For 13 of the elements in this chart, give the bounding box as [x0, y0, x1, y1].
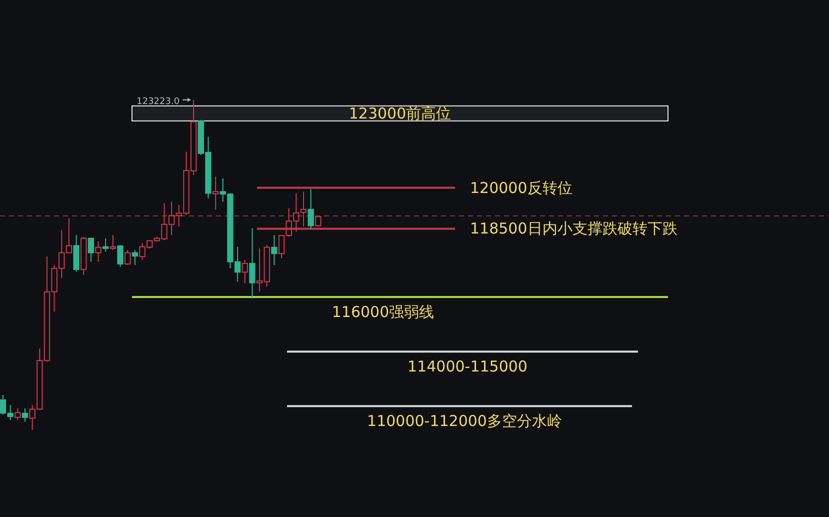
- ref-line-label: 118500日内小支撑跌破转下跌: [470, 220, 678, 238]
- candlestick: [132, 250, 138, 266]
- candlestick: [95, 241, 102, 262]
- candlestick: [271, 234, 278, 266]
- candlestick: [212, 176, 219, 210]
- annotation: 123223.0: [136, 96, 180, 107]
- ref-line-label: 116000强弱线: [332, 302, 434, 321]
- ref-line-label: 120000反转位: [470, 178, 572, 197]
- candlestick: [249, 228, 256, 299]
- band-label: 123000前高位: [348, 104, 452, 122]
- ref-line-label: 114000-115000: [408, 358, 528, 376]
- candlestick: [308, 188, 314, 230]
- ref-line-label: 110000-112000多空分水岭: [367, 412, 562, 430]
